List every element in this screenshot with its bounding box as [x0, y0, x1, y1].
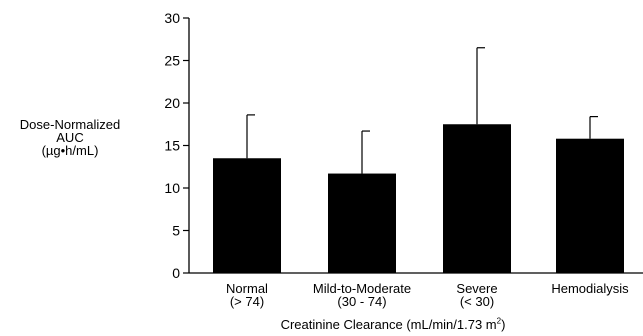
- category-label-normal: Normal (> 74): [226, 282, 268, 308]
- category-label-line-2: (< 30): [459, 294, 495, 309]
- category-label-hemodialysis: Hemodialysis: [551, 282, 628, 295]
- y-tick-label: 0: [172, 265, 180, 281]
- y-tick-label: 15: [164, 138, 180, 154]
- bar: [328, 173, 396, 273]
- y-tick-label: 20: [164, 95, 180, 111]
- x-axis-label: Creatinine Clearance (mL/min/1.73 m2): [280, 316, 506, 332]
- y-ticks: 0 5 10 15 20 25 30: [164, 10, 189, 281]
- y-axis-label-line-1: Dose-Normalized: [19, 117, 121, 132]
- category-label-line-1: Mild-to-Moderate: [312, 281, 412, 296]
- category-label-line-2: (> 74): [229, 294, 265, 309]
- y-axis-label-line-3: (µg•h/mL): [41, 143, 99, 158]
- x-axis-label-superscript: 2: [496, 316, 502, 326]
- error-bars: [246, 47, 598, 174]
- bar: [443, 124, 511, 273]
- x-axis-label-end: ): [501, 317, 506, 332]
- category-label-line-1: Hemodialysis: [551, 281, 629, 296]
- y-axis-label: Dose-Normalized AUC (µg•h/mL): [0, 118, 140, 157]
- x-axis-label-text: Creatinine Clearance (mL/min/1.73 m: [280, 317, 497, 332]
- y-tick-label: 5: [172, 223, 180, 239]
- bar: [213, 158, 281, 273]
- bar: [556, 138, 624, 273]
- category-label-severe: Severe (< 30): [456, 282, 497, 308]
- category-label-line-1: Normal: [226, 281, 268, 296]
- category-label-line-2: (30 - 74): [337, 294, 387, 309]
- y-tick-label: 10: [164, 180, 180, 196]
- bars: [213, 124, 624, 273]
- category-label-line-1: Severe: [456, 281, 498, 296]
- y-axis-label-line-2: AUC: [56, 130, 84, 145]
- category-label-mild-to-moderate: Mild-to-Moderate (30 - 74): [313, 282, 411, 308]
- y-tick-label: 30: [164, 10, 180, 26]
- y-tick-label: 25: [164, 53, 180, 69]
